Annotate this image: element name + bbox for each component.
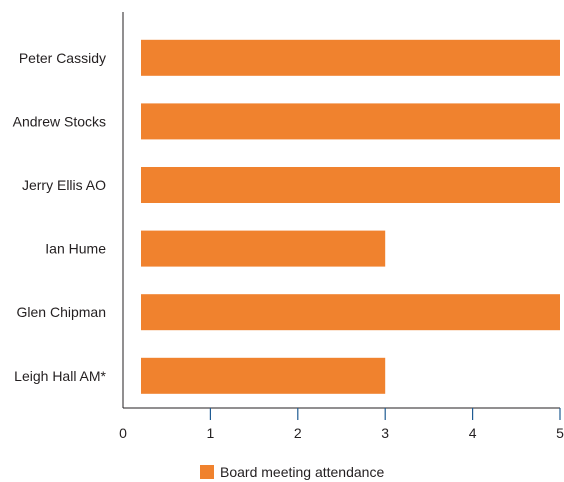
bar-peter-cassidy [141, 39, 560, 76]
x-tick-label: 2 [294, 425, 302, 441]
category-label: Ian Hume [45, 241, 106, 257]
category-label: Leigh Hall AM* [14, 368, 106, 384]
category-label: Glen Chipman [17, 304, 107, 320]
category-label: Peter Cassidy [19, 50, 106, 66]
bar-ian-hume [141, 230, 386, 267]
category-label: Andrew Stocks [13, 113, 106, 129]
x-tick-label: 4 [469, 425, 477, 441]
x-tick-label: 5 [556, 425, 564, 441]
x-tick-label: 0 [119, 425, 127, 441]
bar-leigh-hall-am [141, 357, 386, 394]
category-labels: Peter Cassidy Andrew Stocks Jerry Ellis AO… [13, 50, 107, 384]
x-ticks [209, 408, 561, 420]
bar-andrew-stocks [141, 103, 560, 140]
legend: Board meeting attendance [200, 464, 384, 480]
bar-glen-chipman [141, 294, 560, 331]
bars-group [141, 39, 560, 394]
category-label: Jerry Ellis AO [22, 177, 106, 193]
x-tick-label: 3 [381, 425, 389, 441]
x-tick-labels: 0 1 2 3 4 5 [119, 425, 564, 441]
bar-jerry-ellis-ao [141, 167, 560, 203]
legend-label: Board meeting attendance [220, 464, 384, 480]
x-tick-label: 1 [207, 425, 215, 441]
legend-swatch [200, 465, 214, 479]
